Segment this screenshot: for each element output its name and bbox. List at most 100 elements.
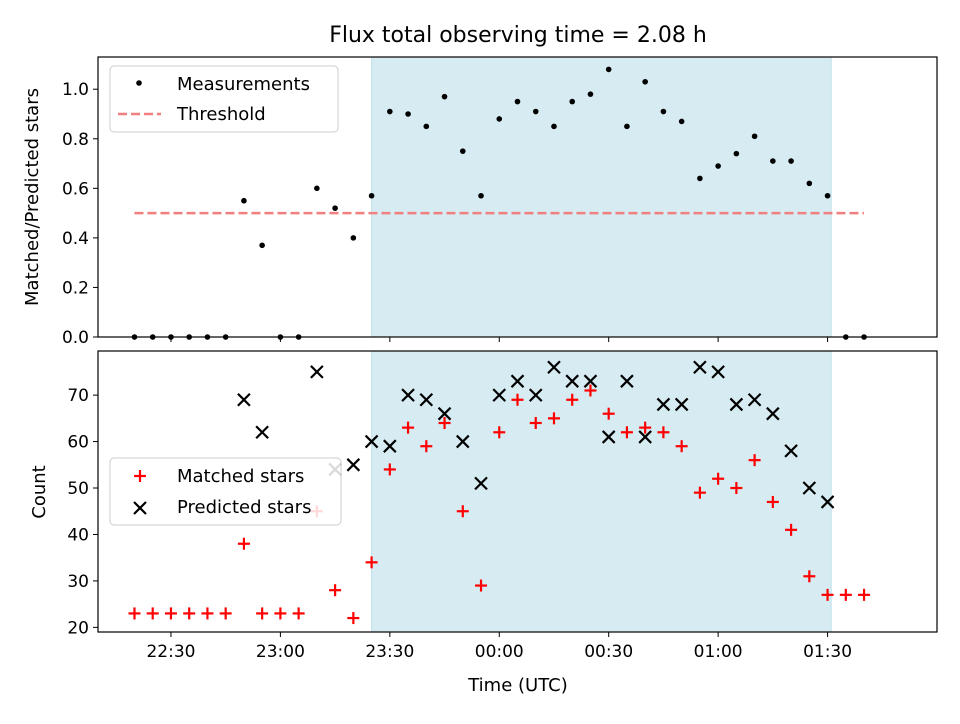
predicted-stars-point	[346, 458, 361, 472]
matched-stars-point	[566, 393, 579, 406]
xtick-label: 01:00	[694, 642, 743, 662]
bottom-ytick-label: 20	[67, 618, 89, 638]
predicted-stars-point	[820, 495, 835, 509]
bottom-ytick-label: 60	[67, 433, 89, 453]
bottom-legend-box	[109, 457, 342, 526]
xtick-label: 22:30	[146, 642, 195, 662]
matched-stars-point	[365, 556, 378, 569]
measurement-point	[332, 205, 338, 211]
matched-stars-point	[219, 607, 232, 620]
bottom-shaded-span	[371, 350, 832, 633]
measurement-point	[423, 123, 430, 130]
measurement-point	[660, 108, 667, 115]
xtick-label: 01:30	[803, 642, 852, 662]
top-ytick-label: 0.4	[62, 229, 89, 249]
top-ytick-label: 0.0	[62, 328, 89, 348]
matched-stars-point	[475, 579, 488, 592]
matched-stars-point	[529, 416, 542, 429]
bottom-ytick-label: 50	[67, 479, 89, 499]
predicted-stars-series	[237, 360, 835, 509]
top-x-axis-ticks	[170, 337, 829, 342]
matched-stars-point	[146, 607, 159, 620]
bottom-y-axis-label: Count	[29, 465, 50, 518]
bottom-ytick-label: 70	[67, 386, 89, 406]
predicted-stars-point	[674, 397, 689, 412]
measurement-point	[678, 118, 685, 125]
measurement-point	[259, 242, 265, 249]
predicted-stars-point	[729, 397, 744, 412]
predicted-stars-point	[784, 444, 798, 458]
matched-stars-point	[256, 607, 269, 620]
legend-matched-marker	[134, 470, 146, 482]
matched-stars-point	[456, 505, 469, 518]
matched-stars-point	[748, 454, 761, 467]
matched-stars-point	[547, 412, 560, 425]
measurement-point	[478, 192, 484, 199]
measurement-point	[441, 93, 448, 100]
measurement-point	[514, 98, 521, 105]
measurements-series	[131, 66, 867, 340]
measurement-point	[824, 192, 831, 199]
predicted-stars-point	[802, 481, 817, 495]
measurement-point	[496, 116, 503, 122]
predicted-stars-point	[747, 392, 762, 407]
predicted-stars-point	[237, 392, 251, 407]
top-shaded-span	[371, 56, 832, 338]
matched-stars-point	[274, 607, 287, 620]
measurement-point	[605, 66, 612, 73]
matched-stars-point	[402, 421, 415, 434]
matched-stars-point	[201, 607, 214, 620]
matched-stars-point	[858, 588, 871, 601]
legend-matched-label: Matched stars	[177, 466, 304, 487]
top-panel: 0.0 0.2 0.4 0.6 0.8 1.0 Matched/Predicted sta…	[22, 56, 938, 348]
matched-stars-point	[712, 472, 725, 485]
legend-measurements-marker	[136, 80, 142, 86]
measurement-point	[715, 163, 721, 169]
matched-stars-point	[183, 607, 196, 620]
bottom-y-axis-ticks: 20 30 40 50 60 70	[67, 386, 98, 638]
predicted-stars-point	[601, 430, 616, 444]
predicted-stars-point	[255, 425, 269, 440]
matched-stars-point	[785, 523, 798, 536]
matched-stars-point	[584, 384, 597, 397]
top-ytick-label: 1.0	[62, 80, 89, 100]
top-y-axis-ticks: 0.0 0.2 0.4 0.6 0.8 1.0	[62, 80, 98, 348]
measurement-point	[770, 158, 776, 164]
xtick-label: 00:00	[475, 642, 524, 662]
top-ytick-label: 0.2	[62, 278, 89, 298]
bottom-ytick-label: 30	[67, 572, 89, 592]
matched-stars-point	[128, 607, 141, 620]
matched-stars-point	[493, 426, 506, 439]
predicted-stars-point	[310, 365, 324, 379]
matched-stars-point	[839, 588, 852, 601]
measurement-point	[241, 197, 247, 204]
measurement-point	[642, 78, 648, 85]
x-axis-label: Time (UTC)	[467, 675, 568, 696]
measurement-point	[587, 91, 594, 97]
xtick-label: 23:30	[365, 642, 414, 662]
legend-predicted-label: Predicted stars	[177, 497, 311, 518]
predicted-stars-point	[528, 388, 543, 402]
legend-measurements-label: Measurements	[177, 74, 310, 95]
predicted-stars-point	[401, 388, 415, 402]
top-legend-box	[109, 65, 339, 133]
predicted-stars-point	[711, 365, 725, 379]
matched-stars-point	[620, 426, 633, 439]
matched-stars-point	[657, 426, 670, 439]
measurement-point	[387, 108, 393, 115]
predicted-stars-point	[510, 374, 525, 388]
predicted-stars-point	[492, 388, 507, 402]
matched-stars-point	[821, 588, 834, 601]
predicted-stars-point	[638, 430, 652, 444]
xtick-label: 00:30	[584, 642, 633, 662]
matched-stars-point	[292, 607, 305, 620]
predicted-stars-point	[693, 360, 707, 375]
predicted-stars-point	[583, 374, 598, 388]
top-ytick-label: 0.8	[62, 130, 89, 150]
matched-stars-point	[602, 407, 615, 420]
matched-stars-point	[329, 584, 342, 597]
bottom-panel: 20 30 40 50 60 70 22:30 23:00 23:30 00:00 00:30 01…	[29, 350, 938, 696]
measurement-point	[624, 123, 630, 130]
measurement-point	[368, 192, 375, 199]
